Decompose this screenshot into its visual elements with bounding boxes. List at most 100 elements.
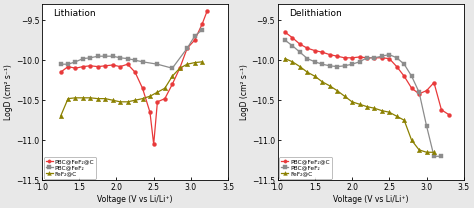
PBC@FeF₂@C	[319, 51, 325, 53]
PBC@FeF₂@C	[349, 57, 355, 59]
FeF₂@C	[379, 109, 385, 112]
FeF₂@C	[147, 95, 153, 98]
PBC@FeF₂@C	[102, 64, 108, 67]
FeF₂@C	[170, 75, 175, 77]
FeF₂@C	[431, 151, 437, 154]
PBC@FeF₂	[319, 63, 325, 66]
Line: FeF₂@C: FeF₂@C	[283, 56, 436, 155]
PBC@FeF₂	[342, 64, 347, 67]
FeF₂@C	[334, 89, 340, 92]
PBC@FeF₂@C	[364, 57, 370, 59]
PBC@FeF₂@C	[312, 49, 318, 52]
Legend: PBC@FeF₂@C, PBC@FeF₂, FeF₂@C: PBC@FeF₂@C, PBC@FeF₂, FeF₂@C	[279, 157, 332, 178]
FeF₂@C	[409, 139, 414, 141]
FeF₂@C	[110, 99, 116, 102]
PBC@FeF₂	[58, 63, 64, 66]
FeF₂@C	[416, 149, 422, 151]
PBC@FeF₂@C	[118, 65, 123, 68]
FeF₂@C	[80, 97, 86, 99]
PBC@FeF₂@C	[304, 47, 310, 50]
PBC@FeF₂	[65, 63, 71, 66]
PBC@FeF₂	[140, 61, 146, 63]
PBC@FeF₂@C	[431, 81, 437, 84]
PBC@FeF₂@C	[282, 31, 288, 33]
FeF₂@C	[394, 115, 400, 118]
PBC@FeF₂	[334, 65, 340, 68]
FeF₂@C	[95, 97, 100, 100]
PBC@FeF₂@C	[184, 47, 190, 50]
PBC@FeF₂	[431, 155, 437, 157]
PBC@FeF₂@C	[446, 113, 452, 116]
FeF₂@C	[177, 67, 182, 69]
FeF₂@C	[155, 91, 160, 93]
PBC@FeF₂	[102, 55, 108, 57]
PBC@FeF₂@C	[409, 87, 414, 89]
FeF₂@C	[162, 87, 168, 89]
PBC@FeF₂	[394, 57, 400, 59]
PBC@FeF₂	[349, 63, 355, 66]
FeF₂@C	[118, 101, 123, 103]
PBC@FeF₂	[95, 55, 100, 57]
PBC@FeF₂	[290, 45, 295, 47]
PBC@FeF₂@C	[372, 57, 377, 59]
PBC@FeF₂@C	[401, 75, 407, 77]
PBC@FeF₂@C	[58, 71, 64, 73]
FeF₂@C	[327, 85, 333, 87]
PBC@FeF₂	[170, 67, 175, 69]
FeF₂@C	[65, 97, 71, 100]
PBC@FeF₂@C	[356, 56, 362, 58]
FeF₂@C	[282, 57, 288, 60]
PBC@FeF₂	[364, 57, 370, 59]
PBC@FeF₂@C	[342, 57, 347, 59]
PBC@FeF₂	[372, 57, 377, 59]
Y-axis label: LogD (cm² s⁻¹): LogD (cm² s⁻¹)	[240, 64, 249, 120]
X-axis label: Voltage (V vs Li/Li⁺): Voltage (V vs Li/Li⁺)	[333, 195, 409, 204]
PBC@FeF₂@C	[162, 97, 168, 100]
PBC@FeF₂	[88, 57, 93, 59]
Line: PBC@FeF₂@C: PBC@FeF₂@C	[59, 9, 209, 146]
PBC@FeF₂@C	[95, 65, 100, 68]
FeF₂@C	[290, 61, 295, 63]
FeF₂@C	[58, 115, 64, 118]
PBC@FeF₂@C	[110, 64, 116, 66]
PBC@FeF₂	[304, 57, 310, 60]
PBC@FeF₂@C	[177, 67, 182, 69]
PBC@FeF₂@C	[155, 101, 160, 103]
FeF₂@C	[319, 80, 325, 83]
X-axis label: Voltage (V vs Li/Li⁺): Voltage (V vs Li/Li⁺)	[97, 195, 173, 204]
FeF₂@C	[342, 95, 347, 98]
PBC@FeF₂@C	[199, 23, 205, 25]
PBC@FeF₂@C	[170, 83, 175, 85]
PBC@FeF₂@C	[394, 65, 400, 68]
PBC@FeF₂	[401, 63, 407, 66]
PBC@FeF₂@C	[416, 93, 422, 95]
PBC@FeF₂	[424, 125, 429, 127]
PBC@FeF₂@C	[204, 9, 210, 12]
FeF₂@C	[386, 111, 392, 114]
PBC@FeF₂@C	[147, 111, 153, 114]
PBC@FeF₂@C	[192, 39, 198, 41]
FeF₂@C	[401, 119, 407, 121]
FeF₂@C	[349, 101, 355, 103]
PBC@FeF₂@C	[132, 71, 138, 73]
PBC@FeF₂	[282, 39, 288, 41]
Text: Lithiation: Lithiation	[53, 9, 96, 19]
FeF₂@C	[192, 61, 198, 64]
FeF₂@C	[140, 97, 146, 100]
FeF₂@C	[372, 107, 377, 109]
PBC@FeF₂	[356, 61, 362, 63]
PBC@FeF₂	[118, 57, 123, 59]
PBC@FeF₂@C	[327, 53, 333, 56]
PBC@FeF₂@C	[88, 64, 93, 67]
PBC@FeF₂	[409, 75, 414, 77]
PBC@FeF₂@C	[65, 65, 71, 68]
PBC@FeF₂@C	[334, 55, 340, 57]
PBC@FeF₂	[416, 91, 422, 93]
Y-axis label: LogD (cm² s⁻¹): LogD (cm² s⁻¹)	[4, 64, 13, 120]
Line: PBC@FeF₂: PBC@FeF₂	[283, 38, 443, 158]
Line: FeF₂@C: FeF₂@C	[58, 59, 204, 119]
FeF₂@C	[199, 61, 205, 63]
Text: Delithiation: Delithiation	[289, 9, 341, 19]
FeF₂@C	[297, 65, 303, 68]
PBC@FeF₂	[379, 55, 385, 57]
